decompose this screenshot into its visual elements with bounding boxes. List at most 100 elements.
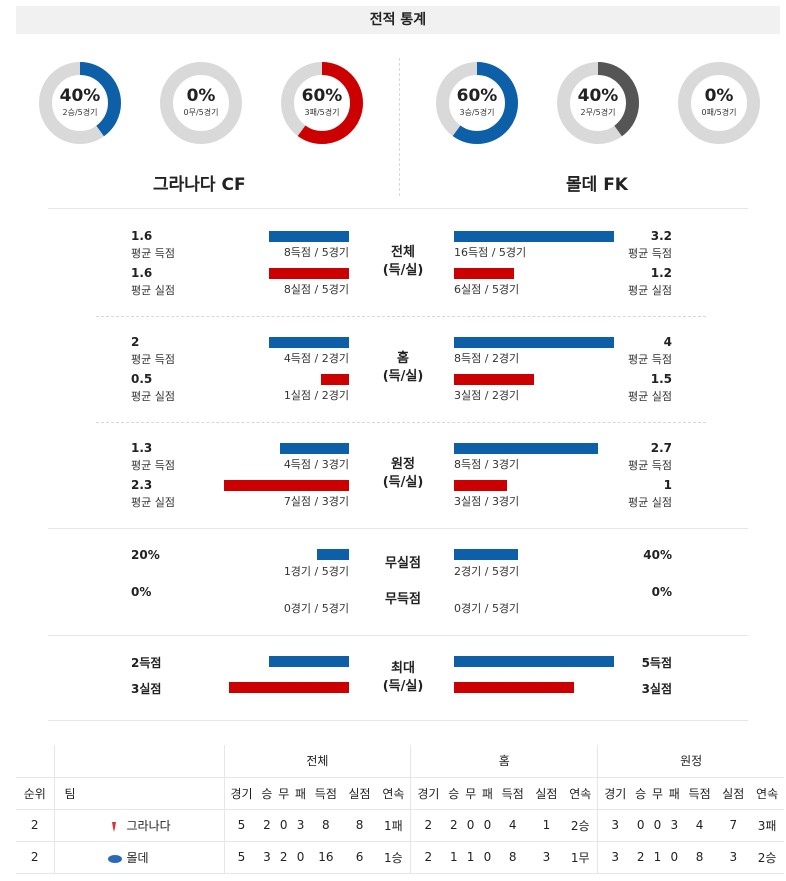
team-logo-icon — [107, 821, 121, 832]
away-avg-scored: 2.7 — [650, 441, 672, 455]
category-name: 전체 — [391, 245, 415, 260]
col-1: 경기 — [597, 777, 633, 810]
home-avg-scored: 1.3 — [131, 441, 153, 455]
col-2: 승 — [632, 777, 650, 810]
home-conceded-bar-label: 1실점 / 2경기 — [283, 389, 349, 402]
stat-cell: 1승 — [376, 841, 411, 874]
away-avg-conceded-label: 평균 실점 — [628, 496, 672, 509]
stat-cell: 7 — [716, 809, 751, 842]
home-avg-scored-label: 평균 득점 — [131, 459, 175, 472]
stat-cell: 3 — [665, 809, 683, 842]
divider — [48, 720, 748, 721]
home-cleansheet-bar — [317, 549, 349, 560]
col-4: 패 — [665, 777, 683, 810]
table-group-header: 전체 홈 원정 — [16, 745, 784, 778]
donut-caption: 2무/5경기 — [580, 108, 616, 117]
col-5: 득점 — [309, 777, 343, 810]
stat-cell: 0 — [632, 809, 650, 842]
away-conceded-bar-label: 6실점 / 5경기 — [454, 283, 520, 296]
rank: 2 — [16, 841, 54, 874]
home-avg-scored-label: 평균 득점 — [131, 353, 175, 366]
stat-cell: 2승 — [563, 809, 598, 842]
right-donut-2: 40% 2무/5경기 — [555, 60, 641, 146]
donut-caption: 2승/5경기 — [62, 108, 98, 117]
left-donut-2: 0% 0무/5경기 — [158, 60, 244, 146]
stat-cell: 3 — [716, 841, 751, 874]
away-cleansheet-bar — [454, 549, 518, 560]
home-scored-bar — [269, 337, 349, 348]
home-scored-bar-label: 8득점 / 5경기 — [283, 246, 349, 259]
away-noscore-bar-label: 0경기 / 5경기 — [454, 602, 520, 615]
group-header-2: 홈 — [410, 745, 598, 778]
away-avg-conceded: 1 — [663, 478, 672, 492]
away-avg-conceded: 1.2 — [650, 266, 672, 280]
page-title: 전적 통계 — [16, 6, 780, 34]
away-scored-bar — [454, 231, 614, 242]
team-logo-icon — [107, 853, 122, 863]
home-scored-bar — [269, 231, 349, 242]
section-category: 홈 (득/실) — [373, 350, 433, 386]
away-avg-conceded-label: 평균 실점 — [628, 390, 672, 403]
stat-cell: 1무 — [563, 841, 598, 874]
home-cleansheet-bar-label: 1경기 / 5경기 — [283, 565, 349, 578]
category-sub: (득/실) — [382, 263, 424, 278]
away-scored-bar-label: 16득점 / 5경기 — [454, 246, 527, 259]
donut-ring — [557, 62, 639, 144]
donut-caption: 0패/5경기 — [701, 108, 737, 117]
home-avg-scored-label: 평균 득점 — [131, 247, 175, 260]
donut-percent: 0% — [704, 86, 734, 106]
stat-cell: 1 — [529, 809, 564, 842]
home-avg-conceded-label: 평균 실점 — [131, 496, 175, 509]
stat-cell: 8 — [682, 841, 717, 874]
home-noscore-bar-label: 0경기 / 5경기 — [283, 602, 349, 615]
stat-cell: 5 — [223, 809, 259, 842]
table-row: 2 몰데 5 3 2 0 16 6 1승 2 1 1 0 8 3 1무 3 2 1 0 8 3 2승 — [16, 841, 784, 874]
away-conceded-bar — [454, 268, 514, 279]
col-5: 득점 — [495, 777, 530, 810]
max-category: 최대 (득/실) — [373, 660, 433, 696]
stat-cell: 2승 — [750, 841, 784, 874]
away-noscore-pct: 0% — [651, 585, 672, 599]
home-scored-bar-label: 4득점 / 2경기 — [283, 352, 349, 365]
home-avg-conceded-label: 평균 실점 — [131, 390, 175, 403]
donut-caption: 0무/5경기 — [183, 108, 219, 117]
team-name: 그라나다 — [126, 818, 171, 833]
cleansheet-category: 무실점 — [385, 556, 421, 571]
category-name: 홈 — [397, 351, 409, 366]
col-7: 연속 — [750, 777, 784, 810]
donut-ring — [436, 62, 518, 144]
stat-cell: 2 — [258, 809, 276, 842]
col-2: 승 — [258, 777, 276, 810]
home-avg-conceded: 2.3 — [131, 478, 153, 492]
category-sub: (득/실) — [382, 369, 424, 384]
team-cell: 몰데 — [53, 841, 224, 874]
away-team-name: 몰데 FK — [566, 175, 628, 195]
stat-cell: 2 — [410, 809, 446, 842]
stat-cell: 1 — [649, 841, 666, 874]
away-max-conceded-bar — [454, 682, 574, 693]
away-avg-scored: 3.2 — [650, 229, 672, 243]
category-name: 최대 — [391, 661, 415, 676]
away-avg-scored-label: 평균 득점 — [628, 353, 672, 366]
stat-cell: 2 — [445, 809, 463, 842]
stat-cell: 0 — [479, 841, 496, 874]
table-row: 2 그라나다 5 2 0 3 8 8 1패 2 2 0 0 4 1 2승 3 0 0 3 4 7 3패 — [16, 809, 784, 842]
col-6: 실점 — [342, 777, 377, 810]
home-team-name: 그라나다 CF — [153, 175, 246, 195]
away-max-conceded: 3실점 — [641, 682, 672, 696]
away-cleansheet-pct: 40% — [643, 548, 672, 562]
donut-percent: 0% — [186, 86, 216, 106]
stat-cell: 0 — [275, 809, 293, 842]
home-conceded-bar — [269, 268, 349, 279]
group-header-3: 원정 — [597, 745, 784, 778]
away-scored-bar-label: 8득점 / 2경기 — [454, 352, 520, 365]
col-6: 실점 — [716, 777, 751, 810]
away-avg-scored-label: 평균 득점 — [628, 247, 672, 260]
right-donut-3: 0% 0패/5경기 — [676, 60, 762, 146]
home-max-conceded: 3실점 — [131, 682, 162, 696]
home-avg-scored: 2 — [131, 335, 140, 349]
stat-cell: 5 — [223, 841, 259, 874]
stat-cell: 1 — [445, 841, 463, 874]
col-3: 무 — [275, 777, 293, 810]
stat-cell: 3 — [529, 841, 564, 874]
